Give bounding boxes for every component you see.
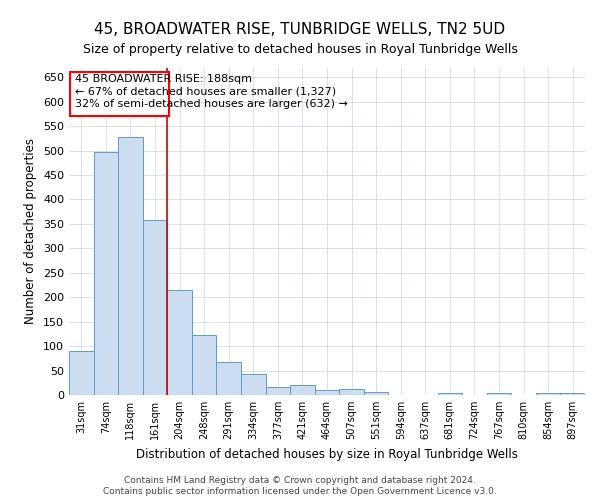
Bar: [192, 336, 217, 395]
Text: 45, BROADWATER RISE, TUNBRIDGE WELLS, TN2 5UD: 45, BROADWATER RISE, TUNBRIDGE WELLS, TN…: [94, 22, 506, 38]
Bar: [167, 290, 192, 395]
Bar: [69, 351, 94, 395]
Bar: [339, 389, 364, 395]
Bar: [560, 393, 585, 395]
Bar: [118, 137, 143, 395]
Y-axis label: Number of detached properties: Number of detached properties: [25, 138, 37, 324]
Bar: [536, 393, 560, 395]
Bar: [241, 374, 266, 395]
Bar: [364, 392, 388, 395]
Text: 45 BROADWATER RISE: 188sqm: 45 BROADWATER RISE: 188sqm: [76, 74, 253, 84]
Text: Contains public sector information licensed under the Open Government Licence v3: Contains public sector information licen…: [103, 487, 497, 496]
Bar: [290, 385, 315, 395]
Text: Size of property relative to detached houses in Royal Tunbridge Wells: Size of property relative to detached ho…: [83, 42, 517, 56]
Bar: [315, 390, 339, 395]
Text: 32% of semi-detached houses are larger (632) →: 32% of semi-detached houses are larger (…: [76, 99, 348, 109]
X-axis label: Distribution of detached houses by size in Royal Tunbridge Wells: Distribution of detached houses by size …: [136, 448, 518, 460]
Bar: [217, 362, 241, 395]
Bar: [266, 387, 290, 395]
Text: Contains HM Land Registry data © Crown copyright and database right 2024.: Contains HM Land Registry data © Crown c…: [124, 476, 476, 485]
Bar: [94, 152, 118, 395]
Bar: [437, 392, 462, 395]
Bar: [143, 220, 167, 395]
Bar: [487, 393, 511, 395]
Text: ← 67% of detached houses are smaller (1,327): ← 67% of detached houses are smaller (1,…: [76, 86, 337, 97]
FancyBboxPatch shape: [70, 72, 169, 117]
